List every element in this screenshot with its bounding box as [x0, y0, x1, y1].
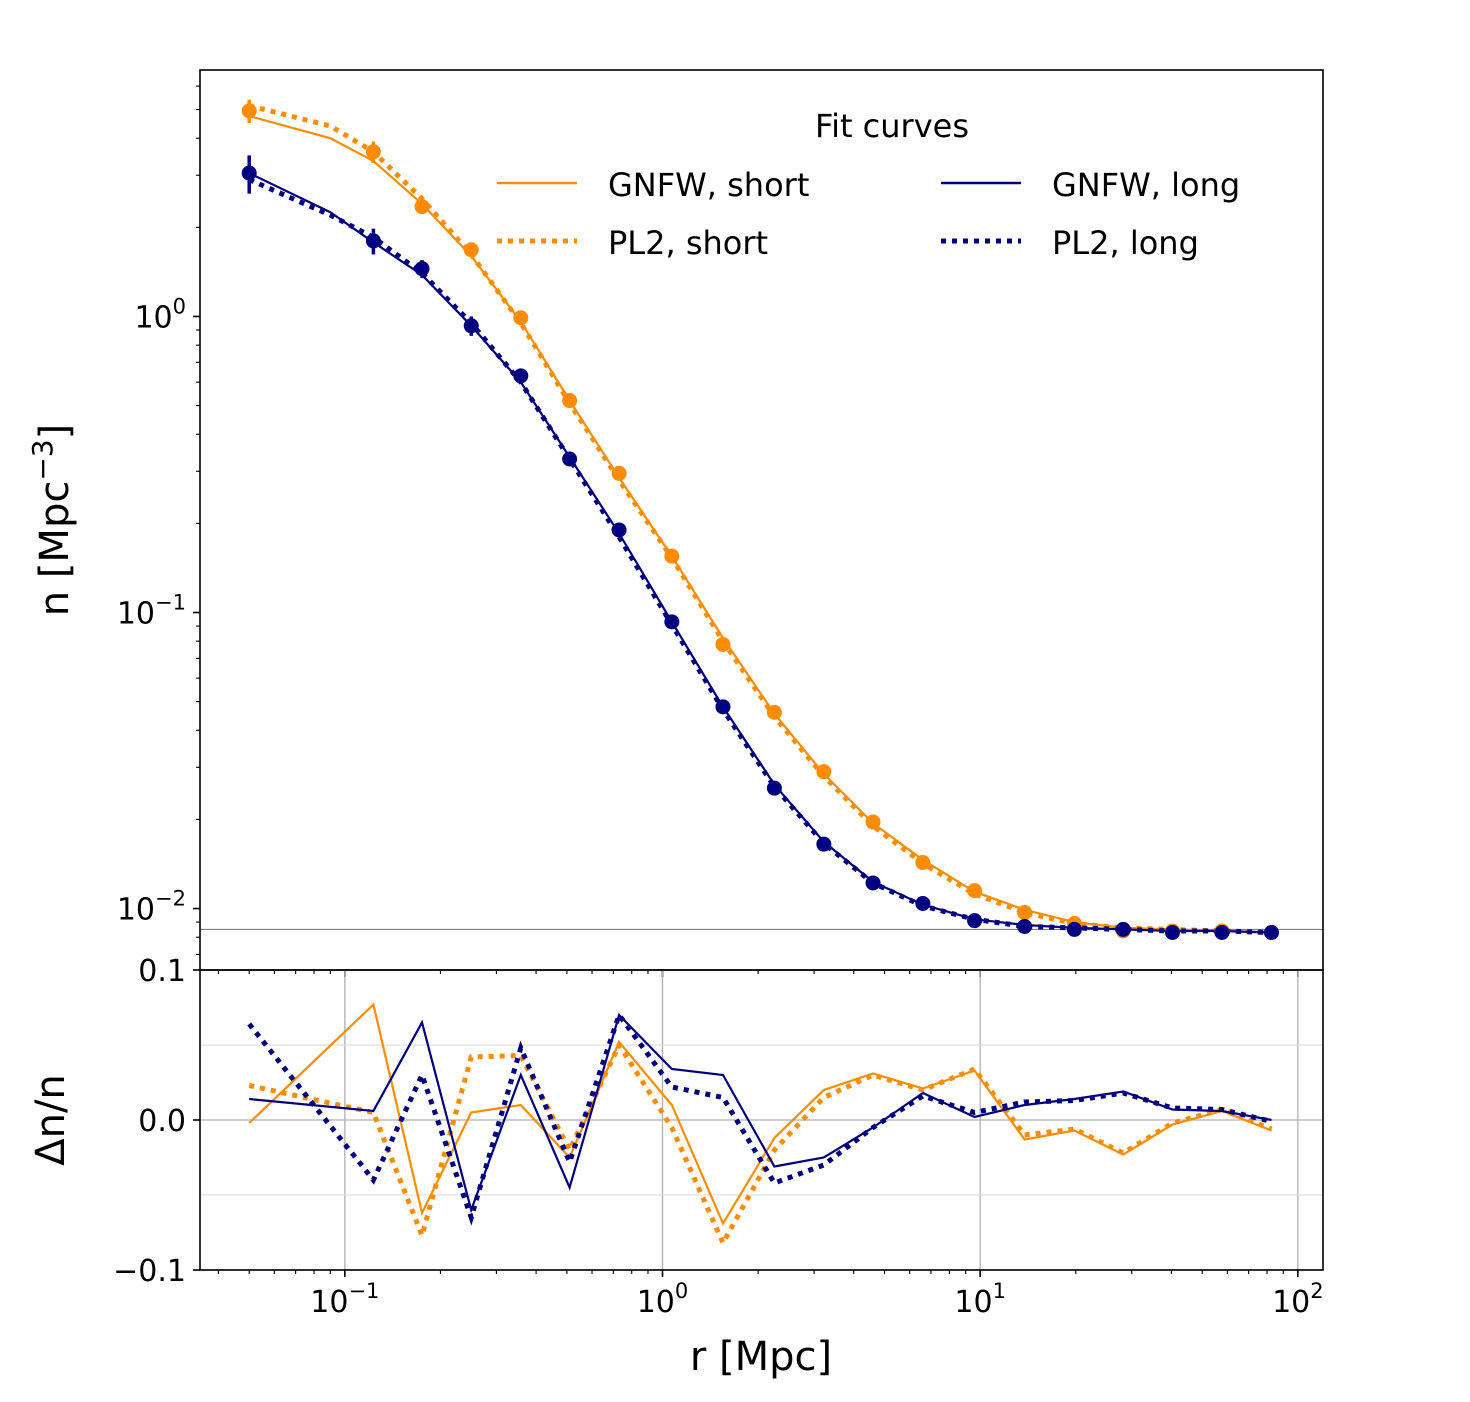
xtick-label-1e1: 101 — [954, 1279, 1006, 1320]
ytick-label-1e-2: 10−2 — [117, 887, 186, 928]
x-axis-title: r [Mpc] — [690, 1334, 832, 1380]
legend-title: Fit curves — [815, 107, 969, 145]
ytick-label-1e-1: 10−1 — [117, 590, 186, 631]
data-point-data-long-19 — [1263, 924, 1279, 940]
data-point-data-long-14 — [1017, 918, 1033, 934]
data-point-data-long-3 — [463, 318, 479, 334]
fit-curve-pl2-long — [248, 177, 1272, 935]
ytick-label-0.1: 0.1 — [138, 954, 186, 989]
data-point-data-short-12 — [915, 855, 931, 871]
residual-line-pl2-long — [247, 1009, 1273, 1226]
legend-label-pl2-long: PL2, long — [1052, 224, 1199, 262]
data-point-data-short-5 — [562, 393, 578, 409]
legend-label-gnfw-short: GNFW, short — [608, 166, 809, 204]
data-point-data-long-18 — [1214, 924, 1230, 940]
data-point-data-short-10 — [816, 764, 832, 780]
data-point-data-short-4 — [513, 310, 529, 326]
xtick-label-1e-1: 10−1 — [310, 1279, 379, 1320]
data-point-data-long-9 — [766, 780, 782, 796]
data-point-data-long-8 — [715, 699, 731, 715]
data-point-data-long-4 — [513, 368, 529, 384]
data-point-data-short-0 — [241, 103, 257, 119]
data-point-data-long-6 — [611, 522, 627, 538]
data-point-data-short-9 — [766, 704, 782, 720]
residual-axis-title: Δn/n — [28, 1074, 74, 1166]
ytick-label-neg0.1: −0.1 — [113, 1254, 186, 1289]
data-point-data-long-7 — [664, 614, 680, 630]
data-point-data-short-7 — [664, 548, 680, 564]
data-point-data-long-17 — [1164, 924, 1180, 940]
data-point-data-short-11 — [865, 814, 881, 830]
residual-line-pl2-short — [248, 1039, 1273, 1249]
data-point-data-short-2 — [414, 199, 430, 215]
ytick-label-0.0: 0.0 — [138, 1104, 186, 1139]
density-axis-title: n [Mpc−3] — [26, 424, 78, 616]
data-point-data-long-16 — [1115, 921, 1131, 937]
data-point-data-long-12 — [915, 895, 931, 911]
data-point-data-short-13 — [967, 883, 983, 899]
legend-label-pl2-short: PL2, short — [608, 224, 768, 262]
ytick-label-1e0: 100 — [134, 294, 186, 335]
xtick-label-1e0: 100 — [637, 1279, 689, 1320]
data-point-data-short-8 — [715, 636, 731, 652]
legend: Fit curves GNFW, short GNFW, long PL2, s… — [497, 107, 1240, 262]
data-point-data-long-10 — [816, 836, 832, 852]
data-point-data-short-1 — [365, 144, 381, 160]
data-point-data-short-3 — [463, 242, 479, 258]
data-point-data-long-13 — [967, 913, 983, 929]
density-panel: 100 10−1 10−2 n [Mpc−3] Fit curves GNFW,… — [26, 69, 1324, 977]
data-point-data-long-2 — [414, 261, 430, 277]
data-point-data-long-11 — [865, 875, 881, 891]
data-point-data-long-5 — [562, 451, 578, 467]
xtick-label-1e2: 102 — [1272, 1279, 1324, 1320]
residual-line-gnfw-short — [248, 1002, 1272, 1226]
data-point-data-long-15 — [1066, 921, 1082, 937]
data-point-data-short-6 — [611, 465, 627, 481]
legend-label-gnfw-long: GNFW, long — [1052, 166, 1240, 204]
data-point-data-short-14 — [1017, 904, 1033, 920]
data-point-data-long-0 — [241, 165, 257, 181]
data-point-data-long-1 — [365, 233, 381, 249]
residual-panel: 0.1 0.0 −0.1 10−1 100 101 102 r [Mpc] Δn… — [28, 954, 1324, 1380]
